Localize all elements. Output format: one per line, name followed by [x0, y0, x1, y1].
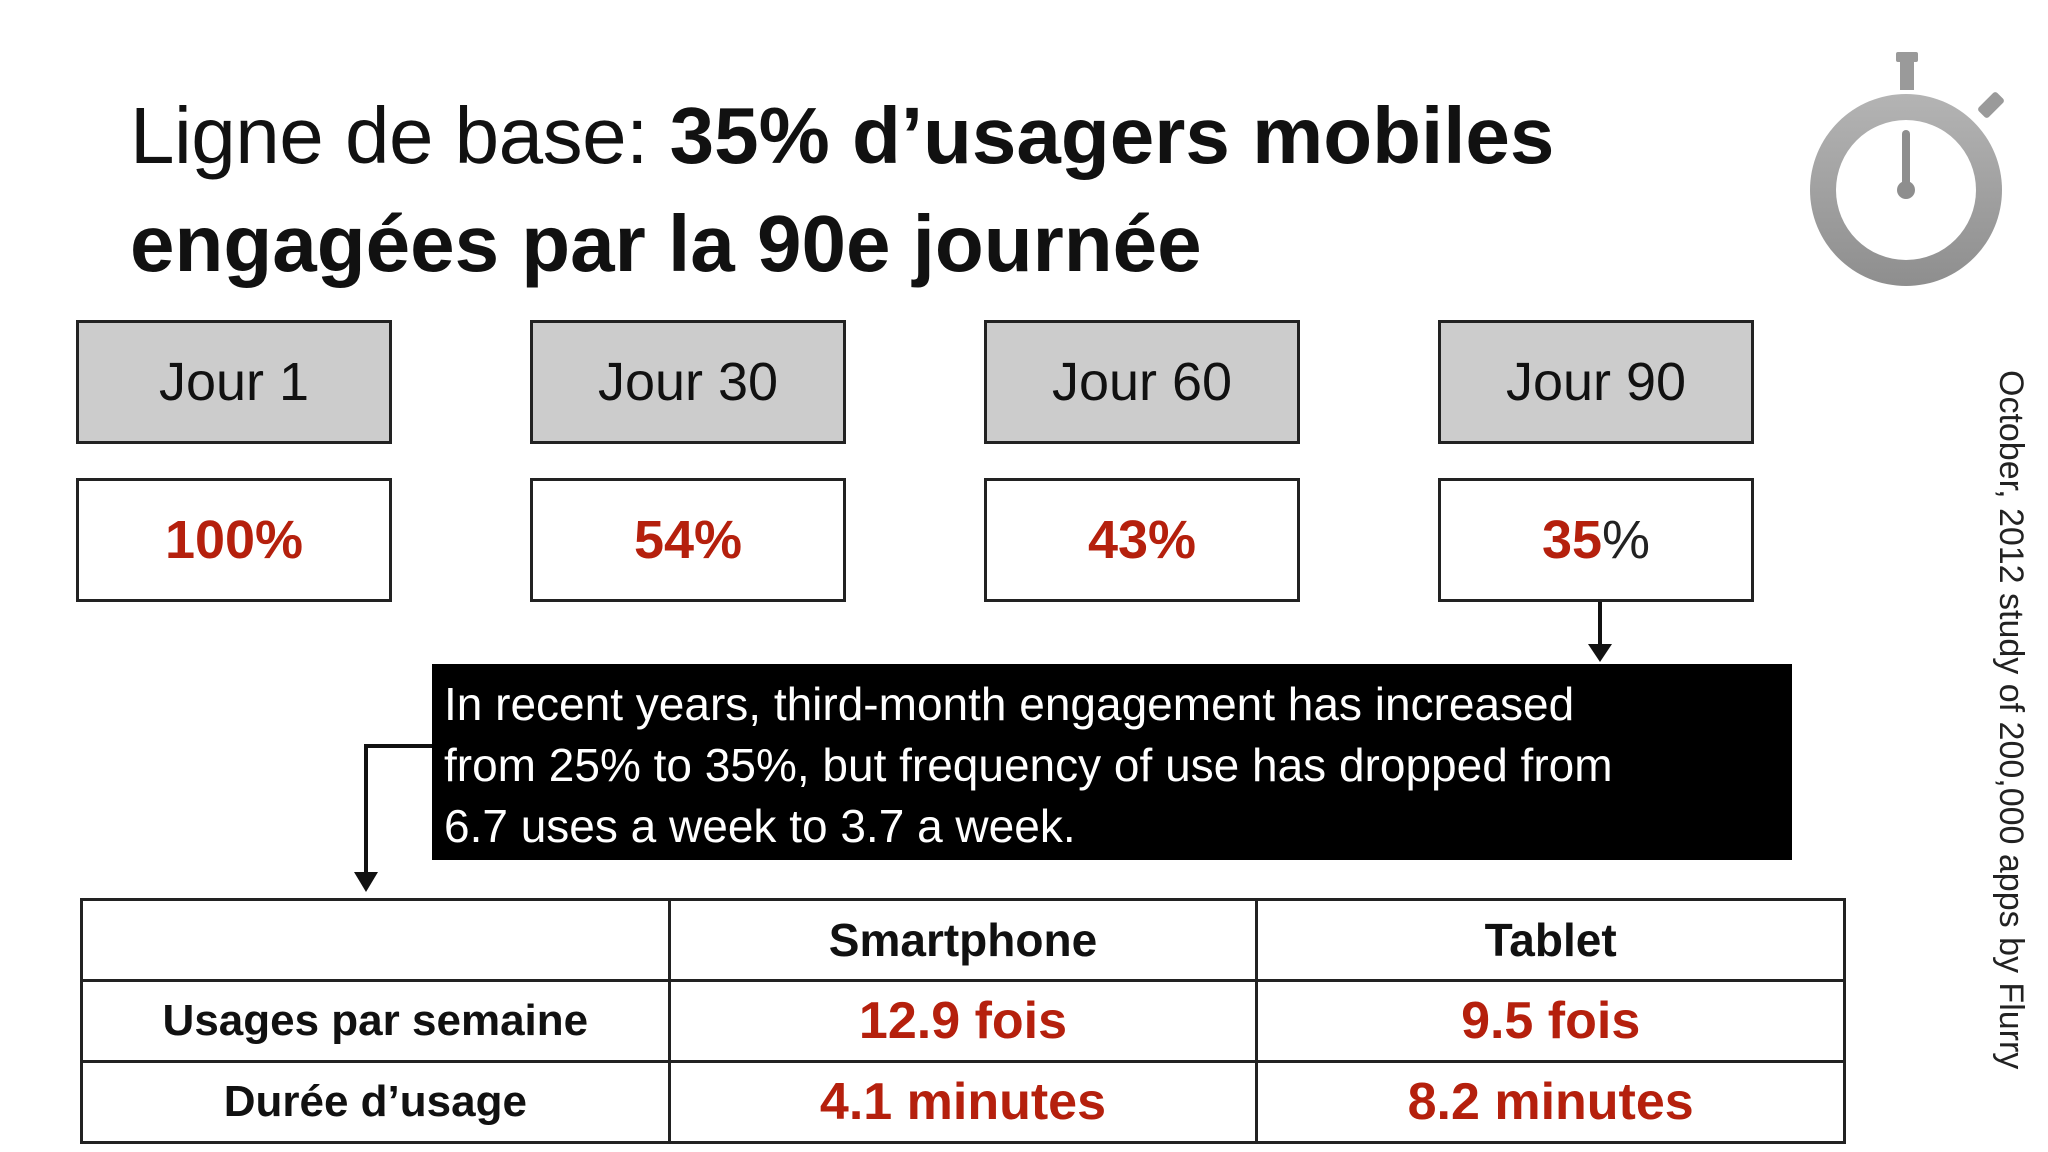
table-corner-cell — [80, 898, 671, 982]
table-header-row: Smartphone Tablet — [80, 898, 1846, 982]
arrow-to-table — [354, 744, 432, 892]
day-90-value: 35 — [1541, 510, 1603, 570]
header-tablet: Tablet — [1255, 898, 1846, 982]
row-label-usages: Usages par semaine — [80, 979, 671, 1063]
smartphone-duration: 4.1 minutes — [667, 1060, 1259, 1144]
engagement-callout: In recent years, third-month engagement … — [432, 664, 1792, 860]
day-60-value: 43 — [1087, 510, 1149, 570]
day-label-90: Jour 90 — [1438, 320, 1754, 444]
day-1-value: 100 — [164, 510, 256, 570]
callout-line-2: from 25% to 35%, but frequency of use ha… — [444, 739, 1613, 791]
table-row: Durée d’usage 4.1 minutes 8.2 minutes — [80, 1060, 1846, 1144]
callout-line-3: 6.7 uses a week to 3.7 a week. — [444, 800, 1076, 852]
day-30-percent: 54% — [530, 478, 846, 602]
day-60-percent: 43% — [984, 478, 1300, 602]
arrow-to-callout — [1588, 602, 1612, 662]
day-60-sign: % — [1148, 510, 1197, 570]
usage-table: Smartphone Tablet Usages par semaine 12.… — [80, 898, 1846, 1144]
day-label-60: Jour 60 — [984, 320, 1300, 444]
day-1-sign: % — [255, 510, 304, 570]
title-main: 35% d’usagers mobiles engagées par la 90… — [130, 91, 1555, 288]
row-label-duration: Durée d’usage — [80, 1060, 671, 1144]
smartphone-usages: 12.9 fois — [667, 979, 1259, 1063]
day-30-value: 54 — [633, 510, 695, 570]
table-row: Usages par semaine 12.9 fois 9.5 fois — [80, 979, 1846, 1063]
day-1-percent: 100% — [76, 478, 392, 602]
day-90-sign: % — [1602, 510, 1651, 570]
day-label-30: Jour 30 — [530, 320, 846, 444]
slide-title: Ligne de base: 35% d’usagers mobiles eng… — [130, 82, 1730, 298]
stopwatch-icon — [1810, 52, 2004, 286]
header-smartphone: Smartphone — [667, 898, 1259, 982]
tablet-duration: 8.2 minutes — [1255, 1060, 1846, 1144]
day-label-1: Jour 1 — [76, 320, 392, 444]
day-30-sign: % — [694, 510, 743, 570]
day-90-percent: 35% — [1438, 478, 1754, 602]
source-note: October, 2012 study of 200,000 apps by F… — [1992, 370, 2030, 1070]
callout-line-1: In recent years, third-month engagement … — [444, 678, 1575, 730]
tablet-usages: 9.5 fois — [1255, 979, 1846, 1063]
title-prefix: Ligne de base: — [130, 91, 670, 180]
